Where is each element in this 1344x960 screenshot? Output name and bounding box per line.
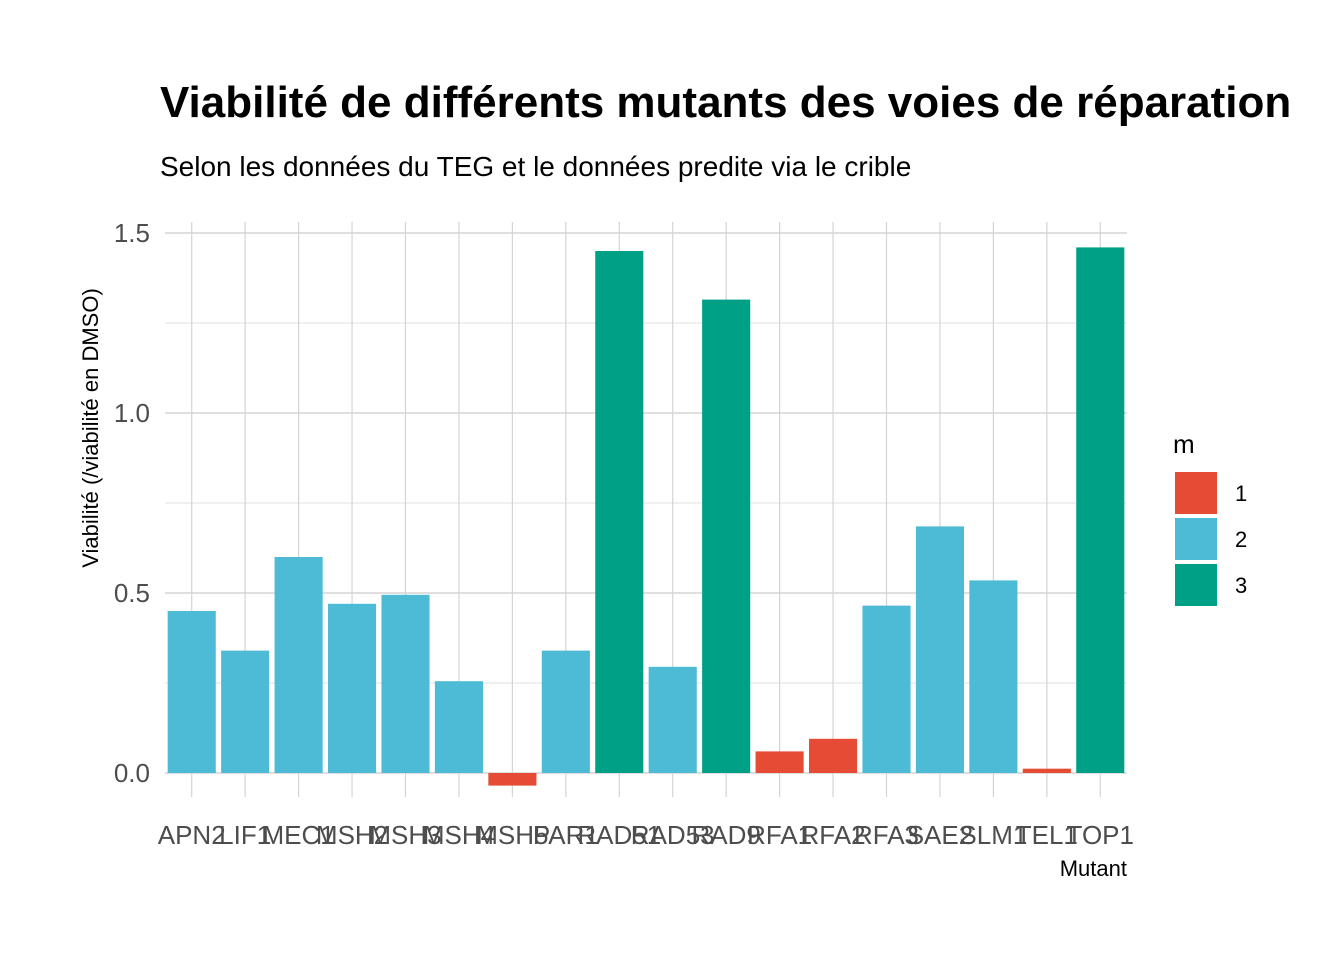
x-axis-ticks: APN2LIF1MEC1MSH2MSH3MSH4MSH5PAR1RAD51RAD… (158, 820, 1134, 850)
legend-label-2: 2 (1235, 527, 1247, 552)
legend-title: m (1173, 429, 1195, 459)
bar-rfa1 (755, 751, 804, 773)
bar-mec1 (274, 557, 323, 773)
x-tick-label: RAD9 (691, 820, 760, 850)
x-tick-label: MSH2 (316, 820, 388, 850)
x-tick-label: MEC1 (262, 820, 334, 850)
x-tick-label: RFA1 (747, 820, 812, 850)
chart-subtitle: Selon les données du TEG et le données p… (160, 151, 911, 182)
legend: m 1 2 3 (1173, 429, 1247, 606)
y-tick-label: 0.5 (114, 578, 150, 608)
x-tick-label: MSH3 (369, 820, 441, 850)
bar-slm1 (969, 580, 1018, 773)
bars (167, 247, 1125, 786)
legend-key-3 (1175, 564, 1217, 606)
bar-apn2 (167, 611, 216, 773)
bar-msh3 (381, 594, 430, 773)
x-tick-label: MSH4 (423, 820, 495, 850)
bar-msh2 (328, 603, 377, 773)
x-tick-label: TOP1 (1067, 820, 1134, 850)
bar-rad51 (595, 251, 644, 773)
bar-top1 (1076, 247, 1125, 773)
legend-label-1: 1 (1235, 481, 1247, 506)
legend-key-2 (1175, 518, 1217, 560)
chart-title: Viabilité de différents mutants des voie… (160, 78, 1291, 127)
x-tick-label: MSH5 (476, 820, 548, 850)
bar-msh5 (488, 773, 537, 786)
y-tick-label: 1.5 (114, 218, 150, 248)
bar-rad53 (648, 666, 697, 773)
x-tick-label: SAE2 (907, 820, 974, 850)
y-axis-ticks: 0.0 0.5 1.0 1.5 (114, 218, 150, 788)
bar-msh4 (434, 681, 483, 773)
bar-par1 (541, 650, 590, 773)
x-tick-label: SLM1 (959, 820, 1027, 850)
bar-lif1 (221, 650, 270, 773)
x-tick-label: TEL1 (1016, 820, 1078, 850)
x-tick-label: RAD53 (631, 820, 715, 850)
x-tick-label: LIF1 (219, 820, 271, 850)
y-axis-title: Viabilité (/viabilité en DMSO) (78, 288, 103, 568)
x-tick-label: RFA3 (854, 820, 919, 850)
bar-rfa3 (862, 605, 911, 773)
legend-key-1 (1175, 472, 1217, 514)
bar-sae2 (915, 526, 964, 773)
y-tick-label: 0.0 (114, 758, 150, 788)
legend-label-3: 3 (1235, 573, 1247, 598)
x-tick-label: RFA2 (801, 820, 866, 850)
bar-rad9 (702, 299, 751, 773)
bar-rfa2 (809, 738, 858, 773)
x-axis-title: Mutant (1060, 856, 1127, 881)
y-tick-label: 1.0 (114, 398, 150, 428)
x-tick-label: APN2 (158, 820, 226, 850)
bar-tel1 (1022, 768, 1071, 773)
x-tick-label: PAR1 (533, 820, 599, 850)
x-tick-label: RAD51 (577, 820, 661, 850)
